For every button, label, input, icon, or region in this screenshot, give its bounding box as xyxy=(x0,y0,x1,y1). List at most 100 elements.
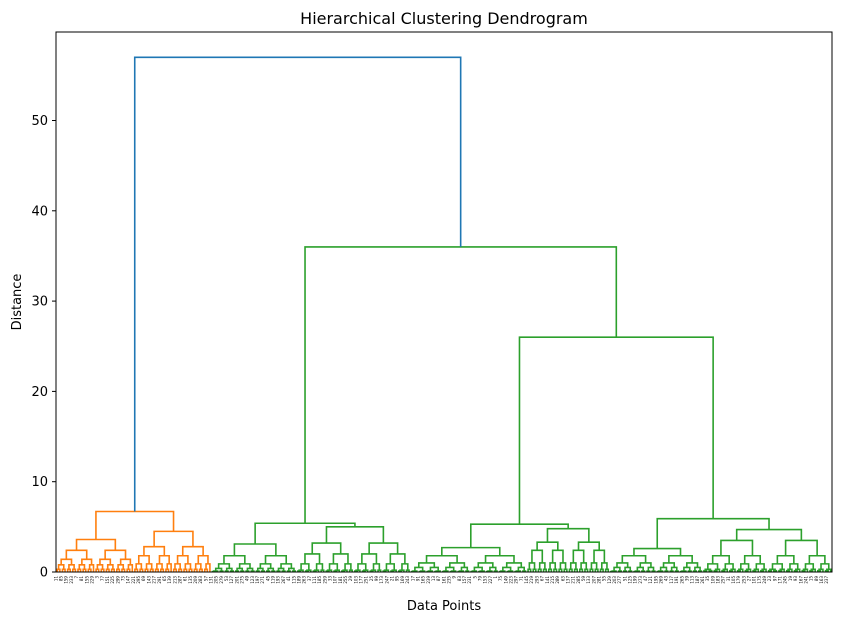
leaf-label: 205 xyxy=(214,576,219,584)
leaf-label: 37 xyxy=(307,576,312,582)
leaf-label: 133 xyxy=(586,576,591,584)
dendrogram-merge-m-f xyxy=(469,523,569,548)
dendrogram-link-154 xyxy=(425,554,458,563)
leaf-label: 145 xyxy=(524,576,529,584)
leaf-label: 225 xyxy=(110,576,115,584)
dendrogram-link-248 xyxy=(707,563,719,570)
leaf-label: 11 xyxy=(53,576,58,582)
dendrogram-link-159 xyxy=(473,566,483,572)
leaf-label: 267 xyxy=(281,576,286,584)
dendrogram-link-0 xyxy=(56,568,61,572)
dendrogram-link-260 xyxy=(752,569,757,572)
dendrogram-link-214 xyxy=(624,566,632,572)
leaf-label: 53 xyxy=(224,576,229,582)
dendrogram-link-87 xyxy=(280,563,293,569)
leaf-label: 23 xyxy=(767,576,772,582)
dendrogram-link-22 xyxy=(121,568,126,572)
leaf-label: 33 xyxy=(327,576,332,582)
dendrogram-link-40 xyxy=(166,563,172,572)
leaf-label: 297 xyxy=(514,576,519,584)
leaf-label: 81 xyxy=(79,576,84,582)
leaf-label: 281 xyxy=(596,576,601,584)
dendrogram-link-142 xyxy=(429,566,439,572)
dendrogram-link-11 xyxy=(88,563,95,572)
y-tick-label-40: 40 xyxy=(31,204,48,219)
dendrogram-link-200 xyxy=(594,568,599,572)
dendrogram-link-206 xyxy=(577,541,600,551)
dendrogram-link-20 xyxy=(99,558,112,565)
leaf-label: 161 xyxy=(441,576,446,584)
dendrogram-link-152 xyxy=(460,566,469,572)
dendrogram-link-33 xyxy=(149,568,154,572)
leaf-label: 209 xyxy=(193,576,198,584)
dendrogram-link-109 xyxy=(332,553,349,564)
dendrogram-link-250 xyxy=(722,568,729,572)
leaf-label: 229 xyxy=(90,576,95,584)
dendrogram-link-182 xyxy=(538,562,546,570)
dendrogram-link-243 xyxy=(703,569,708,572)
leaf-label: 129 xyxy=(607,576,612,584)
leaf-label: 237 xyxy=(824,576,829,584)
leaf-label: 279 xyxy=(219,576,224,584)
y-tick-label-10: 10 xyxy=(31,475,48,490)
leaf-label: 167 xyxy=(798,576,803,584)
dendrogram-link-228 xyxy=(659,566,668,572)
leaf-label: 73 xyxy=(121,576,126,582)
dendrogram-link-28 xyxy=(75,538,117,551)
dendrogram-link-191 xyxy=(536,541,559,551)
dendrogram-link-18 xyxy=(110,568,115,572)
leaf-label: 291 xyxy=(157,576,162,584)
dendrogram-link-51 xyxy=(198,568,203,572)
dendrogram-link-197 xyxy=(580,562,588,570)
dendrogram-link-271 xyxy=(779,568,785,572)
leaf-label: 45 xyxy=(265,576,270,582)
leaf-label: 7 xyxy=(74,576,79,579)
dendrogram-link-23 xyxy=(117,563,125,570)
dendrogram-link-50 xyxy=(193,568,198,572)
dendrogram-link-287 xyxy=(826,568,832,572)
leaf-label: 143 xyxy=(146,576,151,584)
leaf-label: 255 xyxy=(343,576,348,584)
leaf-label: 235 xyxy=(446,576,451,584)
leaf-label: 193 xyxy=(276,576,281,584)
dendrogram-link-8 xyxy=(82,568,87,572)
dendrogram-link-56 xyxy=(181,545,204,556)
dendrogram-merge-m-d xyxy=(95,510,175,540)
leaf-label: 111 xyxy=(312,576,317,584)
dendrogram-link-269 xyxy=(769,568,776,571)
leaf-label: 253 xyxy=(741,576,746,584)
leaf-label: 29 xyxy=(348,576,353,582)
dendrogram-link-219 xyxy=(636,566,644,572)
dendrogram-link-257 xyxy=(744,569,749,572)
dendrogram-link-164 xyxy=(477,562,494,568)
leaf-label: 55 xyxy=(602,576,607,582)
leaf-label: 221 xyxy=(131,576,136,584)
y-axis-label: Distance xyxy=(10,274,25,331)
leaf-label: 101 xyxy=(752,576,757,584)
dendrogram-link-73 xyxy=(223,554,246,564)
leaf-label: 187 xyxy=(695,576,700,584)
dendrogram-link-263 xyxy=(761,568,767,572)
dendrogram-link-12 xyxy=(81,558,93,565)
leaf-label: 203 xyxy=(612,576,617,584)
leaf-label: 299 xyxy=(115,576,120,584)
dendrogram-link-46 xyxy=(183,568,188,572)
dendrogram-link-86 xyxy=(288,567,295,572)
dendrogram-link-10 xyxy=(87,568,92,572)
leaf-label: 75 xyxy=(498,576,503,582)
dendrogram-link-188 xyxy=(563,568,568,572)
leaf-label: 245 xyxy=(783,576,788,584)
leaf-label: 121 xyxy=(648,576,653,584)
leaf-label: 25 xyxy=(369,576,374,582)
leaf-label: 105 xyxy=(731,576,736,584)
dendrogram-link-240 xyxy=(686,562,699,568)
dendrogram-link-181 xyxy=(542,568,547,572)
leaf-label: 113 xyxy=(690,576,695,584)
leaf-label: 93 xyxy=(793,576,798,582)
dendrogram-link-3 xyxy=(66,568,72,572)
dendrogram-link-32 xyxy=(144,568,149,572)
dendrogram-link-223 xyxy=(639,562,652,568)
leaf-label: 17 xyxy=(410,576,415,582)
leaf-label: 65 xyxy=(162,576,167,582)
leaf-label: 277 xyxy=(617,576,622,584)
